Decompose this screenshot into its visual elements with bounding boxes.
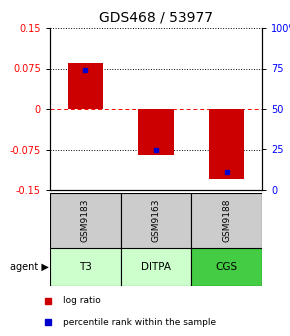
Bar xyxy=(138,109,174,155)
Text: DITPA: DITPA xyxy=(141,262,171,272)
Text: agent ▶: agent ▶ xyxy=(10,262,49,272)
Bar xyxy=(50,193,121,248)
Text: percentile rank within the sample: percentile rank within the sample xyxy=(64,318,217,327)
Text: GSM9163: GSM9163 xyxy=(151,199,160,242)
Text: T3: T3 xyxy=(79,262,92,272)
Bar xyxy=(121,193,191,248)
Bar xyxy=(209,109,244,179)
Bar xyxy=(191,193,262,248)
Bar xyxy=(50,248,121,286)
Text: CGS: CGS xyxy=(215,262,238,272)
Bar xyxy=(191,248,262,286)
Bar xyxy=(68,63,103,109)
Text: GSM9183: GSM9183 xyxy=(81,199,90,242)
Title: GDS468 / 53977: GDS468 / 53977 xyxy=(99,10,213,24)
Bar xyxy=(121,248,191,286)
Text: GSM9188: GSM9188 xyxy=(222,199,231,242)
Text: log ratio: log ratio xyxy=(64,296,101,305)
